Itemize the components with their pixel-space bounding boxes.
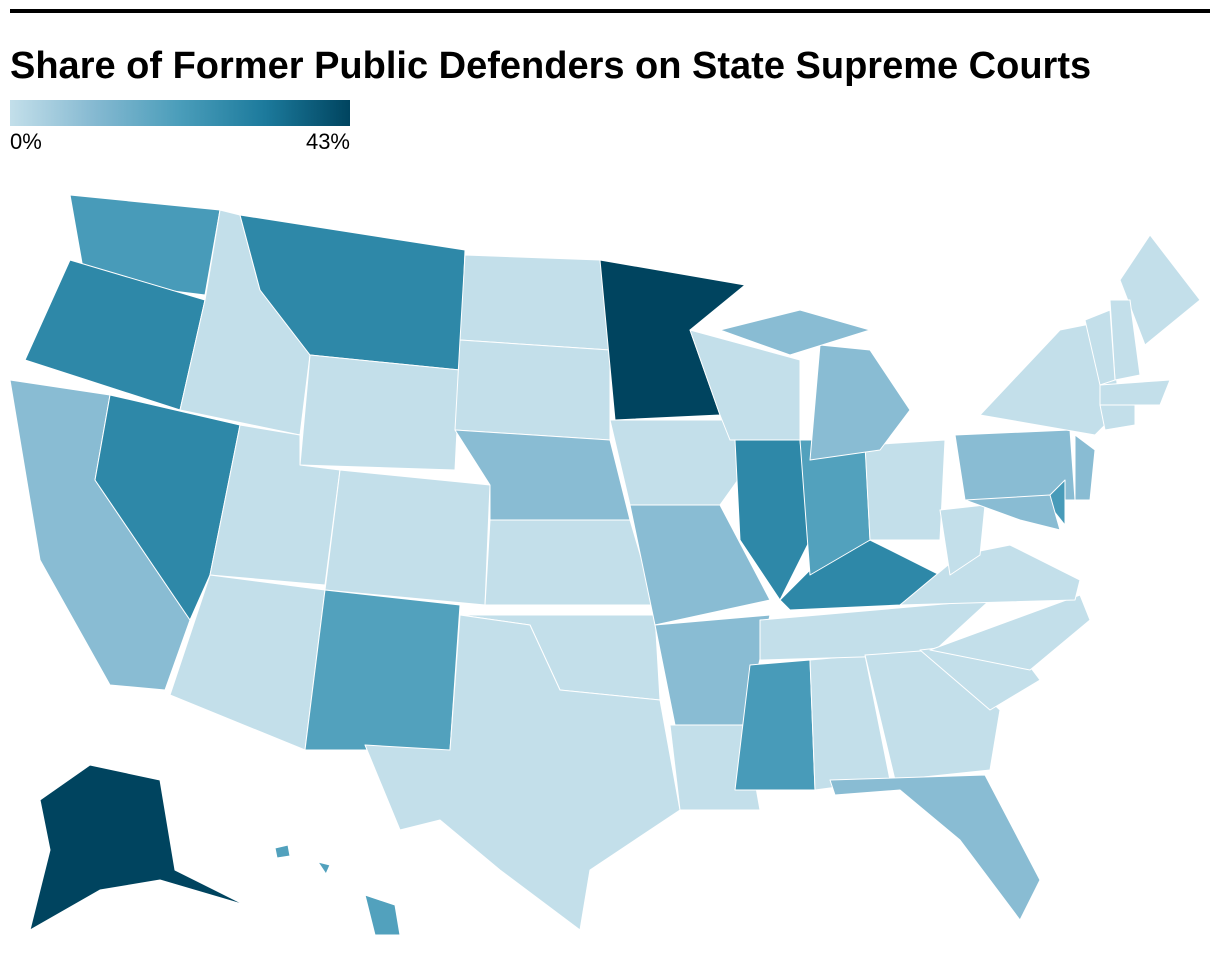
- region: [29, 764, 246, 931]
- legend-bar: [10, 100, 350, 126]
- legend-max-label: 43%: [306, 129, 350, 154]
- region: [69, 194, 221, 296]
- region: [459, 254, 611, 351]
- region: [1074, 434, 1096, 501]
- region: [324, 469, 491, 606]
- region: [809, 344, 911, 461]
- region: [484, 519, 656, 606]
- region: [364, 894, 401, 936]
- region: [274, 844, 291, 859]
- region: [454, 339, 611, 441]
- region: [1099, 379, 1171, 406]
- region: [829, 774, 1041, 921]
- region: [609, 419, 746, 506]
- region: [929, 594, 1091, 671]
- title: Share of Former Public Defenders on Stat…: [10, 45, 1091, 87]
- region: [734, 439, 811, 601]
- region: [939, 504, 986, 576]
- legend-min-label: 0%: [10, 129, 42, 154]
- region: [94, 394, 241, 621]
- map: [9, 194, 1201, 936]
- region: [317, 861, 331, 875]
- region: [1099, 404, 1136, 431]
- region: [304, 589, 461, 751]
- region: [719, 309, 871, 356]
- region: [629, 504, 771, 626]
- region: [964, 494, 1061, 531]
- region: [364, 614, 681, 931]
- region: [864, 439, 946, 541]
- region: [1119, 234, 1201, 346]
- region: [299, 354, 461, 471]
- top-rule: [10, 9, 1210, 13]
- region: [1084, 309, 1116, 386]
